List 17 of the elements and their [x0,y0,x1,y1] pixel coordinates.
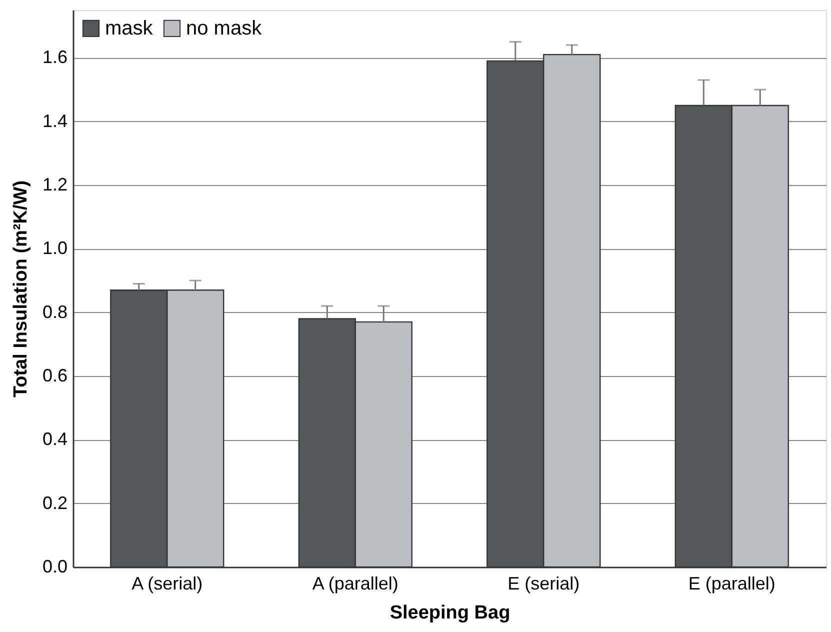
x-axis-title: Sleeping Bag [390,602,510,624]
y-tick-label: 0.6 [42,366,68,386]
y-tick-label: 0.8 [42,302,68,322]
legend-label: no mask [186,17,263,40]
legend-label: mask [105,17,154,40]
x-tick-label: A (parallel) [312,574,398,594]
y-tick-label: 1.4 [42,110,68,131]
x-tick-label: A (serial) [132,574,203,594]
y-axis-title: Total Insulation (m²K/W) [10,180,32,398]
y-tick-label: 1.0 [42,238,68,258]
y-tick-label: 0.0 [42,556,68,576]
y-tick-label: 1.6 [42,47,68,68]
x-tick-label: E (serial) [508,574,580,594]
y-tick-label: 1.2 [42,174,68,195]
y-tick-label: 0.4 [42,429,68,450]
x-tick-label: E (parallel) [688,574,776,594]
y-tick-label: 0.2 [42,492,68,513]
